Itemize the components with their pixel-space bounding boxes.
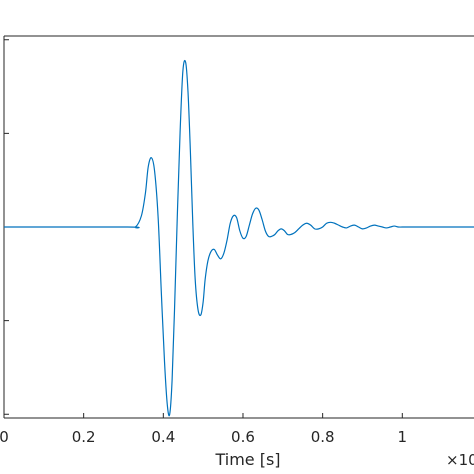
x-ticks: 0 0.2 0.4 0.6 0.8 1 [0,413,407,446]
x-tick-label: 0.8 [311,428,335,446]
plot-area: 0 0.2 0.4 0.6 0.8 1 [0,35,474,446]
x-axis-exponent: ×10 [446,451,474,469]
series-line [3,59,474,417]
x-tick-label: 0 [0,428,9,446]
x-tick-label: 0.6 [231,428,255,446]
x-axis-title: Time [s] [214,450,280,469]
x-tick-label: 1 [398,428,408,446]
x-tick-label: 0.4 [151,428,175,446]
x-tick-label: 0.2 [72,428,96,446]
